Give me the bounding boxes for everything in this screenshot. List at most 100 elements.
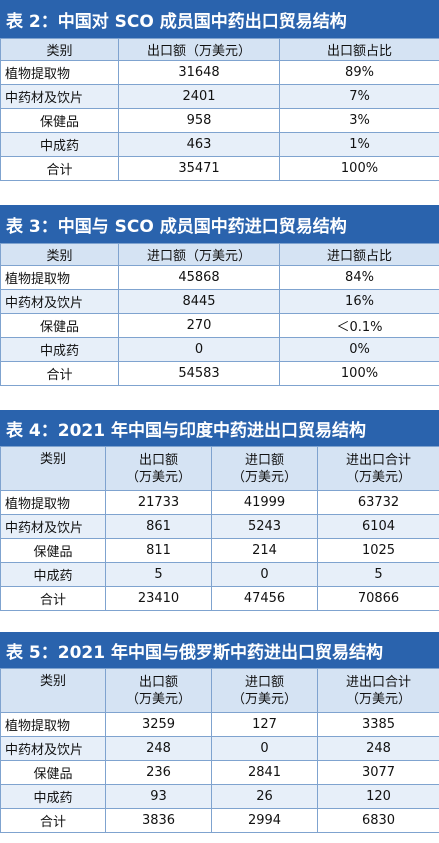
header-line-1: 出口额 [138, 674, 178, 690]
table-row: 保健品 811 214 1025 [0, 538, 439, 563]
header-line-1: 进口额 [244, 452, 284, 468]
table-5-title: 表 5：2021 年中国与俄罗斯中药进出口贸易结构 [0, 632, 439, 668]
table-row: 植物提取物 31648 89% [0, 60, 439, 85]
value-cell: 16% [279, 289, 439, 314]
column-header: 进出口合计 （万美元） [317, 668, 439, 713]
value-cell: 31648 [118, 60, 280, 85]
value-cell: 2401 [118, 84, 280, 109]
table-row: 中药材及饮片 8445 16% [0, 289, 439, 314]
value-cell: 5 [317, 562, 439, 587]
table-3-header-row: 类别 进口额（万美元） 进口额占比 [0, 243, 439, 266]
header-line-1: 类别 [39, 674, 66, 689]
value-cell: 3259 [105, 712, 212, 737]
value-cell: 35471 [118, 156, 280, 181]
value-cell: 3836 [105, 808, 212, 833]
value-cell: 463 [118, 132, 280, 157]
category-cell: 保健品 [0, 108, 119, 133]
table-3: 类别 进口额（万美元） 进口额占比 植物提取物 45868 84% 中药材及饮片… [0, 243, 439, 386]
value-cell: 2841 [211, 760, 318, 785]
table-row: 中成药 0 0% [0, 337, 439, 362]
table-row: 中药材及饮片 248 0 248 [0, 736, 439, 761]
column-header: 进口额占比 [279, 243, 439, 266]
category-cell: 植物提取物 [0, 712, 106, 737]
table-4-title: 表 4：2021 年中国与印度中药进出口贸易结构 [0, 410, 439, 446]
value-cell: 236 [105, 760, 212, 785]
table-5: 类别 出口额 （万美元） 进口额 （万美元） 进出口合计 （万美元） 植物提取物… [0, 668, 439, 833]
value-cell: 41999 [211, 490, 318, 515]
value-cell: 63732 [317, 490, 439, 515]
table-2-title: 表 2：中国对 SCO 成员国中药出口贸易结构 [0, 0, 439, 38]
value-cell: 248 [105, 736, 212, 761]
value-cell: 3385 [317, 712, 439, 737]
category-cell: 中药材及饮片 [0, 736, 106, 761]
table-row: 植物提取物 45868 84% [0, 265, 439, 290]
value-cell: 811 [105, 538, 212, 563]
value-cell: 89% [279, 60, 439, 85]
table-row: 中成药 5 0 5 [0, 562, 439, 587]
value-cell: 2994 [211, 808, 318, 833]
column-header: 进口额（万美元） [118, 243, 280, 266]
category-cell: 中药材及饮片 [0, 289, 119, 314]
value-cell: ＜0.1% [279, 313, 439, 338]
column-header: 类别 [0, 243, 119, 266]
header-line-2: （万美元） [345, 691, 411, 707]
header-line-1: 进口额 [244, 674, 284, 690]
column-header: 出口额 （万美元） [105, 446, 212, 491]
column-header: 进口额 （万美元） [211, 446, 318, 491]
total-row: 合计 35471 100% [0, 156, 439, 181]
column-header: 出口额 （万美元） [105, 668, 212, 713]
value-cell: 70866 [317, 586, 439, 611]
column-header: 出口额（万美元） [118, 38, 280, 61]
value-cell: 45868 [118, 265, 280, 290]
category-cell: 中药材及饮片 [0, 84, 119, 109]
value-cell: 6104 [317, 514, 439, 539]
value-cell: 100% [279, 156, 439, 181]
column-header: 类别 [0, 38, 119, 61]
table-row: 保健品 236 2841 3077 [0, 760, 439, 785]
value-cell: 21733 [105, 490, 212, 515]
value-cell: 84% [279, 265, 439, 290]
category-cell: 中成药 [0, 562, 106, 587]
category-cell: 合计 [0, 808, 106, 833]
value-cell: 8445 [118, 289, 280, 314]
table-row: 保健品 270 ＜0.1% [0, 313, 439, 338]
value-cell: 127 [211, 712, 318, 737]
category-cell: 植物提取物 [0, 265, 119, 290]
table-5-header-row: 类别 出口额 （万美元） 进口额 （万美元） 进出口合计 （万美元） [0, 668, 439, 713]
table-row: 中药材及饮片 2401 7% [0, 84, 439, 109]
table-row: 中成药 93 26 120 [0, 784, 439, 809]
table-row: 保健品 958 3% [0, 108, 439, 133]
category-cell: 中药材及饮片 [0, 514, 106, 539]
column-header: 类别 [0, 668, 106, 713]
header-line-2: （万美元） [345, 469, 411, 485]
category-cell: 保健品 [0, 538, 106, 563]
column-header: 进出口合计 （万美元） [317, 446, 439, 491]
total-row: 合计 54583 100% [0, 361, 439, 386]
value-cell: 0 [211, 736, 318, 761]
table-3-title: 表 3：中国与 SCO 成员国中药进口贸易结构 [0, 205, 439, 243]
table-2-block: 表 2：中国对 SCO 成员国中药出口贸易结构 类别 出口额（万美元） 出口额占… [0, 0, 439, 181]
value-cell: 120 [317, 784, 439, 809]
value-cell: 7% [279, 84, 439, 109]
category-cell: 中成药 [0, 784, 106, 809]
value-cell: 5243 [211, 514, 318, 539]
table-4-header-row: 类别 出口额 （万美元） 进口额 （万美元） 进出口合计 （万美元） [0, 446, 439, 491]
value-cell: 0 [118, 337, 280, 362]
value-cell: 6830 [317, 808, 439, 833]
table-row: 植物提取物 3259 127 3385 [0, 712, 439, 737]
header-line-1: 出口额 [138, 452, 178, 468]
value-cell: 1% [279, 132, 439, 157]
table-row: 中药材及饮片 861 5243 6104 [0, 514, 439, 539]
category-cell: 中成药 [0, 337, 119, 362]
header-line-1: 进出口合计 [345, 674, 411, 690]
category-cell: 中成药 [0, 132, 119, 157]
table-2-header-row: 类别 出口额（万美元） 出口额占比 [0, 38, 439, 61]
table-2: 类别 出口额（万美元） 出口额占比 植物提取物 31648 89% 中药材及饮片… [0, 38, 439, 181]
column-header: 类别 [0, 446, 106, 491]
total-row: 合计 3836 2994 6830 [0, 808, 439, 833]
category-cell: 植物提取物 [0, 490, 106, 515]
table-4-block: 表 4：2021 年中国与印度中药进出口贸易结构 类别 出口额 （万美元） 进口… [0, 410, 439, 611]
column-header: 进口额 （万美元） [211, 668, 318, 713]
value-cell: 100% [279, 361, 439, 386]
value-cell: 958 [118, 108, 280, 133]
